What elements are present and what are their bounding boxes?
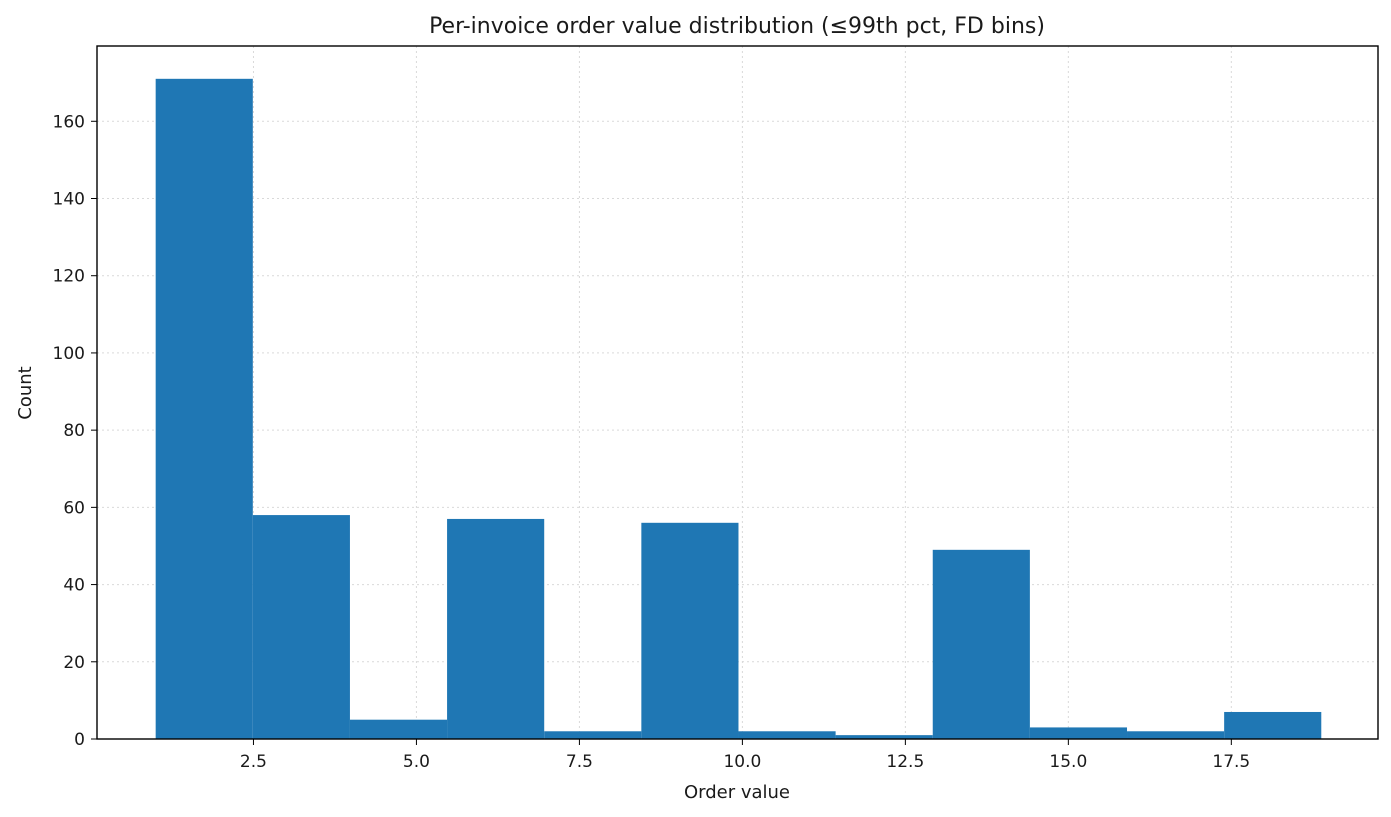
histogram-bar (835, 735, 933, 739)
histogram-bar (544, 731, 642, 739)
histogram-bar (641, 522, 739, 739)
histogram-bar (349, 719, 448, 739)
x-tick-label: 17.5 (1212, 752, 1250, 772)
y-tick-label: 20 (63, 653, 85, 673)
histogram-bar (738, 731, 836, 739)
y-tick-label: 140 (53, 189, 85, 209)
histogram-bar (1029, 727, 1128, 739)
chart-title: Per-invoice order value distribution (≤9… (429, 14, 1045, 39)
y-tick-label: 100 (53, 344, 85, 364)
bars-layer (155, 78, 1322, 739)
histogram-bar (932, 549, 1030, 739)
y-tick-label: 80 (63, 421, 85, 441)
x-tick-label: 15.0 (1049, 752, 1087, 772)
y-tick-label: 160 (53, 112, 85, 132)
x-tick-label: 10.0 (723, 752, 761, 772)
y-axis-label: Count (15, 366, 36, 419)
y-tick-label: 0 (74, 730, 85, 750)
y-tick-label: 60 (63, 498, 85, 518)
x-axis-label: Order value (684, 782, 790, 803)
plot-frame (96, 45, 1379, 740)
ticks-layer: 2.5 5.0 7.5 10.0 12.5 15.0 17.5 0 20 40 60 80 100 120… (53, 112, 1251, 772)
histogram-bar (252, 515, 350, 739)
histogram-bar (155, 78, 253, 739)
histogram-bar (447, 518, 545, 739)
x-tick-label: 5.0 (403, 752, 430, 772)
histogram-bar (1127, 731, 1225, 739)
x-tick-label: 7.5 (566, 752, 593, 772)
x-tick-label: 2.5 (240, 752, 267, 772)
histogram-bar (1224, 711, 1322, 739)
x-tick-label: 12.5 (886, 752, 924, 772)
y-tick-label: 120 (53, 267, 85, 287)
y-tick-label: 40 (63, 576, 85, 596)
